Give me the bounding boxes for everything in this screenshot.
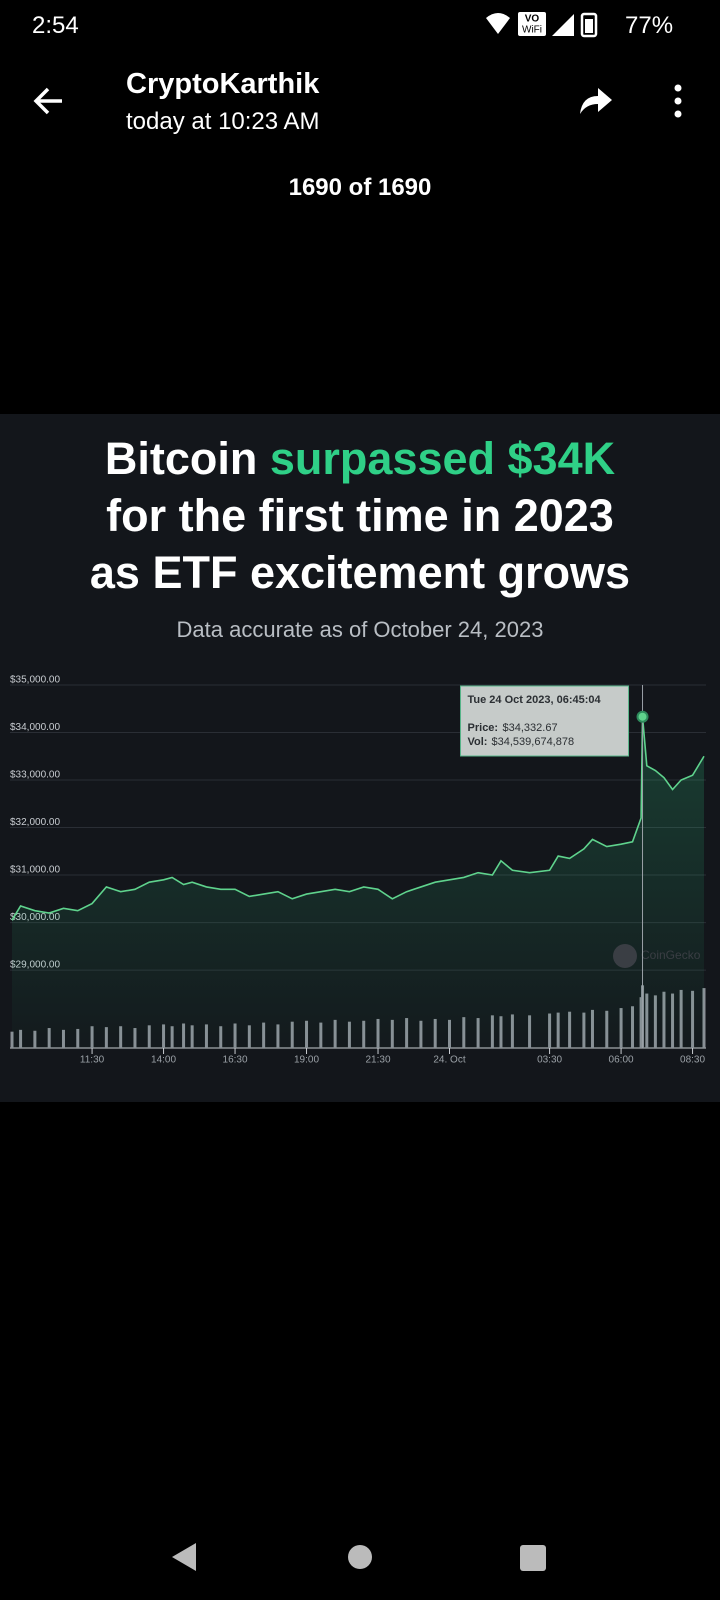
tooltip-vol-label: Vol:	[468, 736, 488, 748]
nav-recents[interactable]	[520, 1545, 546, 1571]
vo-text: VO	[525, 14, 540, 25]
sent-time: today at 10:23 AM	[126, 108, 320, 135]
share-button[interactable]	[578, 84, 614, 116]
tooltip-price-label: Price:	[468, 722, 499, 734]
title-line: as ETF excitement grows	[89, 547, 631, 598]
watermark-logo	[613, 944, 637, 968]
image-counter: 1690 of 1690	[288, 174, 432, 201]
y-tick-label: $31,000.00	[10, 865, 60, 876]
sender-name: CryptoKarthik	[126, 68, 320, 100]
wifi-text: WiFi	[522, 25, 542, 36]
y-tick-label: $35,000.00	[10, 675, 60, 686]
post-title: Bitcoin surpassed $34K for the first tim…	[0, 430, 720, 601]
price-chart: $29,000.00$30,000.00$31,000.00$32,000.00…	[10, 675, 706, 1066]
tooltip-date: Tue 24 Oct 2023, 06:45:04	[468, 694, 602, 706]
tooltip-box	[460, 685, 630, 757]
hover-marker	[636, 710, 649, 723]
x-tick-label: 03:30	[537, 1055, 562, 1066]
tooltip-price: $34,332.67	[503, 722, 558, 734]
battery-percent: 77%	[625, 12, 674, 39]
vowifi-icon	[518, 12, 546, 36]
title-highlight: surpassed $34K	[269, 433, 616, 484]
tooltip-vol: $34,539,674,878	[492, 736, 575, 748]
status-icons: VO WiFi	[486, 12, 598, 38]
nav-bar	[172, 1543, 546, 1571]
price-area	[12, 716, 704, 1048]
battery-icon	[580, 12, 598, 38]
x-tick-label: 11:30	[80, 1055, 105, 1066]
more-button[interactable]	[668, 84, 688, 118]
x-tick-label: 16:30	[223, 1055, 248, 1066]
x-tick-label: 08:30	[680, 1055, 705, 1066]
x-tick-label: 19:00	[294, 1055, 319, 1066]
y-tick-label: $34,000.00	[10, 722, 60, 733]
back-button[interactable]	[30, 84, 70, 120]
x-tick-label: 06:00	[609, 1055, 634, 1066]
y-tick-label: $33,000.00	[10, 770, 60, 781]
x-tick-label: 21:30	[366, 1055, 391, 1066]
y-tick-label: $32,000.00	[10, 817, 60, 828]
signal-icon	[552, 14, 574, 36]
title-start: Bitcoin	[104, 433, 258, 484]
battery-level	[585, 19, 593, 33]
x-tick-label: 14:00	[151, 1055, 176, 1066]
watermark: CoinGecko	[641, 948, 701, 962]
x-tick-label: 24. Oct	[433, 1055, 465, 1066]
clock: 2:54	[32, 12, 79, 39]
nav-home[interactable]	[348, 1545, 372, 1569]
price-line	[11, 716, 705, 921]
wifi-icon	[486, 13, 510, 34]
post-subtitle: Data accurate as of October 24, 2023	[176, 617, 544, 642]
nav-back[interactable]	[172, 1543, 196, 1571]
title-line: for the first time in 2023	[106, 490, 614, 541]
